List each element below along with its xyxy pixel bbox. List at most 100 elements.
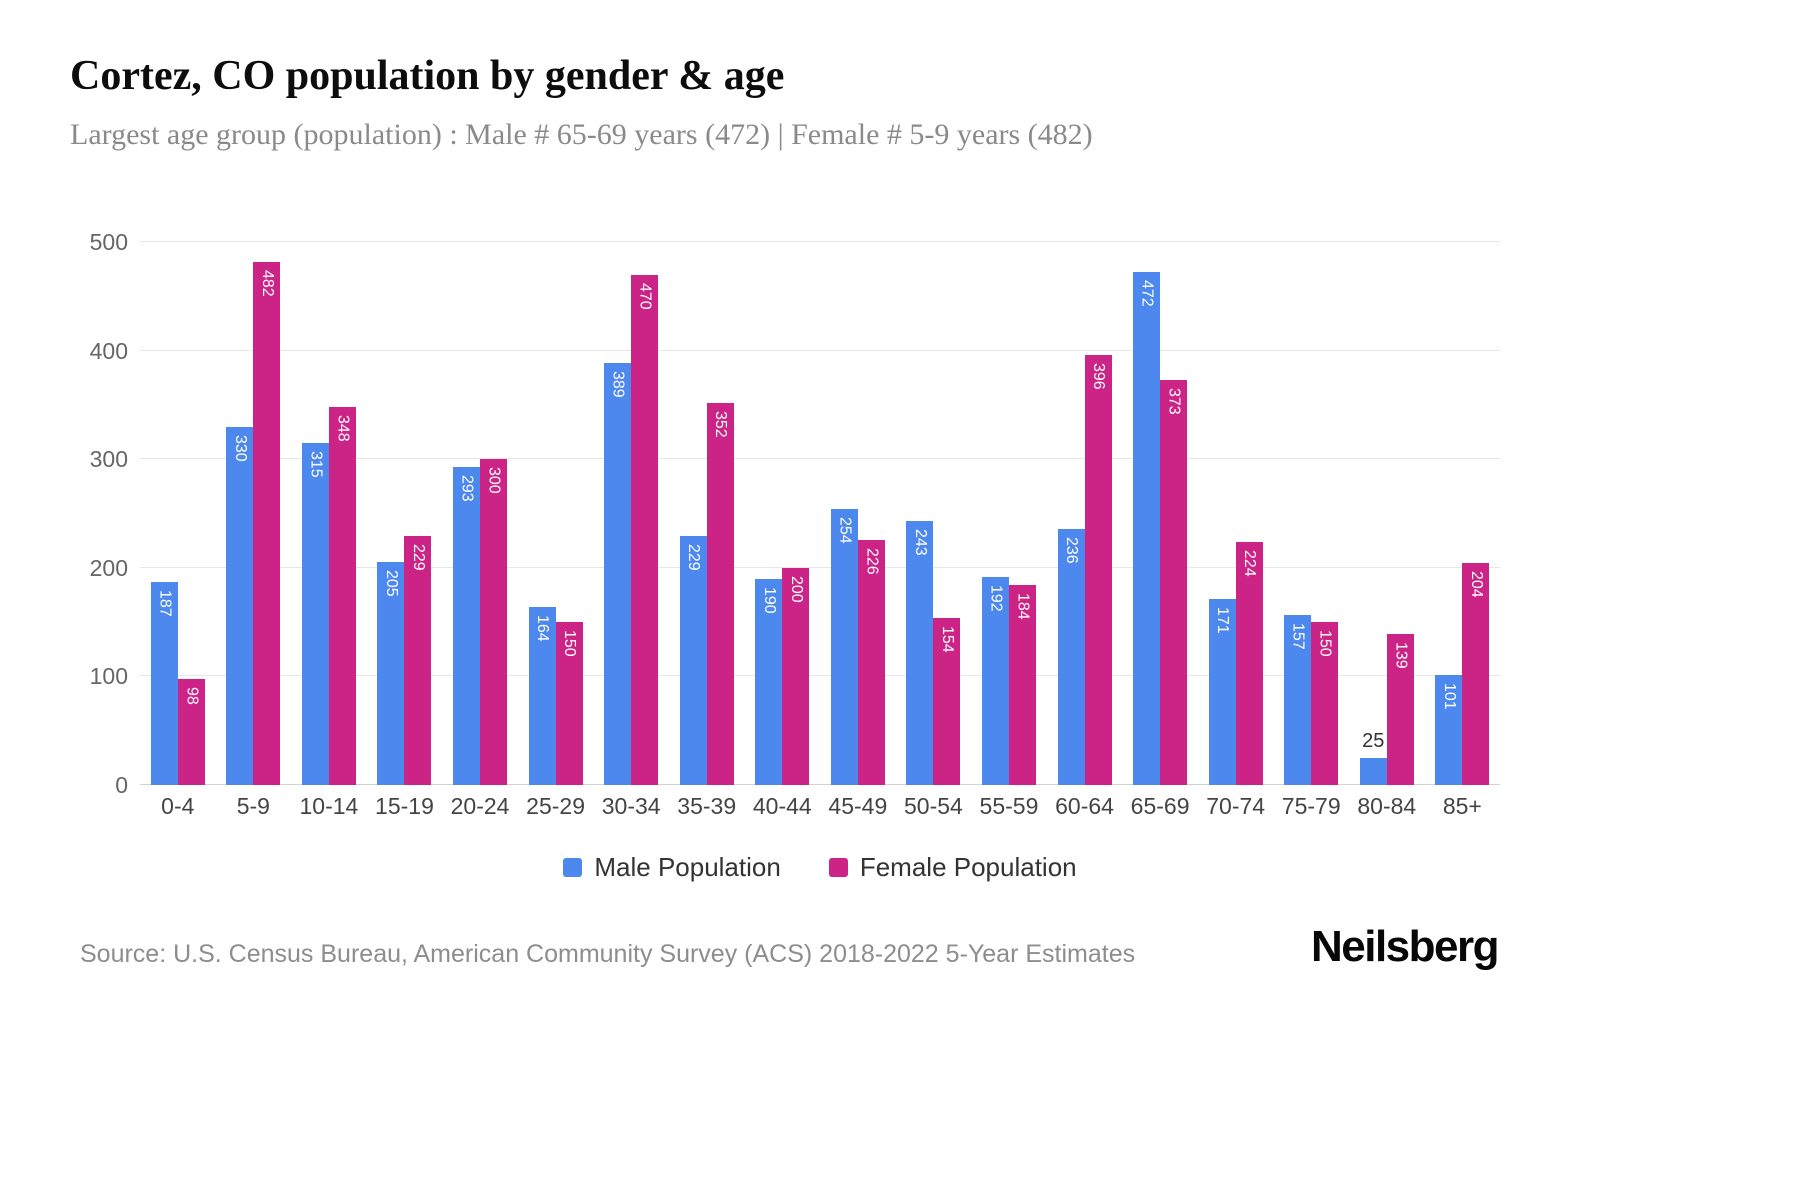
bar-group-55-59: 192 184	[971, 242, 1047, 785]
bar-male-35-39[interactable]: 229	[679, 536, 707, 785]
bar-value-label: 348	[334, 415, 352, 442]
bar-female-30-34[interactable]: 470	[631, 274, 659, 785]
bar-male-25-29[interactable]: 164	[528, 606, 556, 785]
bar-value-label: 154	[938, 625, 956, 653]
x-tick-label-35-39: 35-39	[677, 793, 737, 819]
bar-group-20-24: 293 300	[442, 242, 518, 785]
bar-value-label: 482	[258, 269, 276, 297]
x-tick-label-40-44: 40-44	[752, 793, 812, 819]
bar-value-label: 164	[534, 614, 552, 642]
bar-group-25-29: 164 150	[518, 242, 594, 785]
bar-female-25-29[interactable]: 150	[555, 622, 583, 785]
bar-value-label: 150	[561, 630, 579, 657]
bar-female-15-19[interactable]: 229	[404, 536, 432, 785]
bar-value-label: 229	[685, 544, 703, 572]
legend-swatch-male	[563, 858, 583, 877]
neilsberg-logo: Neilsberg	[1310, 922, 1500, 971]
gridline-100	[140, 675, 1500, 677]
y-axis: 0 100 200 300 400 500	[40, 229, 128, 798]
gridline-500	[140, 241, 1500, 242]
bar-male-80-84[interactable]: 25	[1359, 730, 1387, 785]
bar-value-label: 396	[1090, 362, 1108, 390]
bar-male-60-64[interactable]: 236	[1057, 528, 1085, 785]
y-tick-label-500: 500	[89, 229, 128, 255]
bar-male-15-19[interactable]: 205	[377, 562, 405, 785]
bar-female-85+[interactable]: 204	[1462, 563, 1490, 785]
bar-group-60-64: 236 396	[1047, 242, 1123, 785]
bar-group-10-14: 315 348	[291, 242, 367, 785]
bar-male-75-79[interactable]: 157	[1284, 614, 1312, 785]
bar-female-80-84[interactable]: 139	[1386, 634, 1414, 785]
bar-male-5-9[interactable]: 330	[226, 426, 254, 785]
bar-female-40-44[interactable]: 200	[782, 567, 810, 785]
legend-item-female[interactable]: Female Population	[828, 852, 1077, 883]
bar-value-label: 190	[760, 586, 778, 614]
bar-female-55-59[interactable]: 184	[1008, 585, 1036, 785]
bar-female-45-49[interactable]: 226	[857, 539, 885, 785]
bar-group-75-79: 157 150	[1273, 242, 1349, 785]
x-tick-label-85+: 85+	[1442, 793, 1482, 819]
bar-value-label: 254	[836, 517, 854, 544]
bar-value-label: 300	[485, 467, 503, 494]
bar-female-0-4[interactable]: 98	[177, 678, 205, 785]
bar-value-label: 204	[1467, 571, 1485, 599]
bar-group-65-69: 472 373	[1122, 242, 1198, 785]
gridline-300	[140, 458, 1500, 460]
bar-male-10-14[interactable]: 315	[301, 442, 329, 785]
bar-group-80-84: 25 139	[1349, 242, 1425, 785]
legend-swatch-female	[828, 858, 848, 877]
plot-area: 187 98 330 482 315 348 205 229 293 300 164 150 389 47…	[140, 241, 1500, 785]
bar-group-50-54: 243 154	[896, 242, 972, 785]
x-tick-label-25-29: 25-29	[526, 793, 585, 819]
bar-value-label: 205	[382, 570, 400, 598]
legend-item-male[interactable]: Male Population	[563, 852, 781, 883]
x-tick-label-15-19: 15-19	[375, 793, 434, 819]
chart-subtitle: Largest age group (population) : Male # …	[70, 118, 1093, 151]
bar-group-35-39: 229 352	[669, 242, 745, 785]
bar-male-40-44[interactable]: 190	[755, 578, 783, 785]
bars: 187 98 330 482 315 348 205 229 293 300 164 150 389 47…	[140, 242, 1500, 785]
x-tick-label-30-34: 30-34	[601, 793, 661, 819]
x-axis: 0-4 5-9 10-14 15-19 20-24 25-29 30-34 35-39 40-4…	[140, 793, 1500, 820]
bar-group-30-34: 389 470	[593, 242, 669, 785]
bar-female-60-64[interactable]: 396	[1084, 354, 1112, 785]
bar-male-65-69[interactable]: 472	[1133, 272, 1161, 785]
bar-male-30-34[interactable]: 389	[604, 362, 632, 785]
bar-male-55-59[interactable]: 192	[981, 576, 1009, 785]
bar-female-10-14[interactable]: 348	[328, 407, 356, 785]
bar-male-20-24[interactable]: 293	[453, 466, 481, 785]
bar-female-50-54[interactable]: 154	[933, 617, 961, 785]
bar-female-20-24[interactable]: 300	[480, 459, 508, 785]
x-tick-label-65-69: 65-69	[1130, 793, 1190, 819]
y-tick-label-100: 100	[89, 663, 128, 690]
bar-female-75-79[interactable]: 150	[1311, 622, 1339, 785]
bar-group-5-9: 330 482	[216, 242, 292, 785]
bar-value-label: 330	[231, 434, 249, 462]
bar-value-label: 98	[183, 686, 201, 705]
bar-group-0-4: 187 98	[140, 242, 216, 785]
y-tick-label-0: 0	[115, 772, 128, 798]
bar-female-65-69[interactable]: 373	[1160, 379, 1188, 785]
bar-value-label: 352	[712, 410, 730, 438]
bar-male-85+[interactable]: 101	[1435, 675, 1463, 785]
bar-value-label: 184	[1014, 593, 1032, 620]
y-tick-label-200: 200	[89, 554, 128, 581]
bar-value-label: 226	[863, 547, 881, 575]
bar-male-45-49[interactable]: 254	[830, 509, 858, 785]
bar-female-70-74[interactable]: 224	[1235, 541, 1263, 785]
bar-group-40-44: 190 200	[745, 242, 821, 785]
bar-male-0-4[interactable]: 187	[150, 581, 178, 785]
bar-value-label: 472	[1138, 280, 1156, 308]
x-tick-label-0-4: 0-4	[161, 793, 195, 819]
gridline-0	[140, 784, 1500, 785]
bar-female-35-39[interactable]: 352	[706, 402, 734, 785]
bar-male-50-54[interactable]: 243	[906, 521, 934, 785]
bar-female-5-9[interactable]: 482	[253, 261, 281, 785]
page-title: Cortez, CO population by gender & age	[70, 53, 785, 99]
x-tick-label-70-74: 70-74	[1206, 793, 1266, 819]
bar-male-70-74[interactable]: 171	[1208, 599, 1236, 785]
x-tick-label-50-54: 50-54	[903, 793, 963, 819]
y-tick-label-300: 300	[89, 446, 128, 473]
bar-value-label: 139	[1392, 642, 1410, 669]
